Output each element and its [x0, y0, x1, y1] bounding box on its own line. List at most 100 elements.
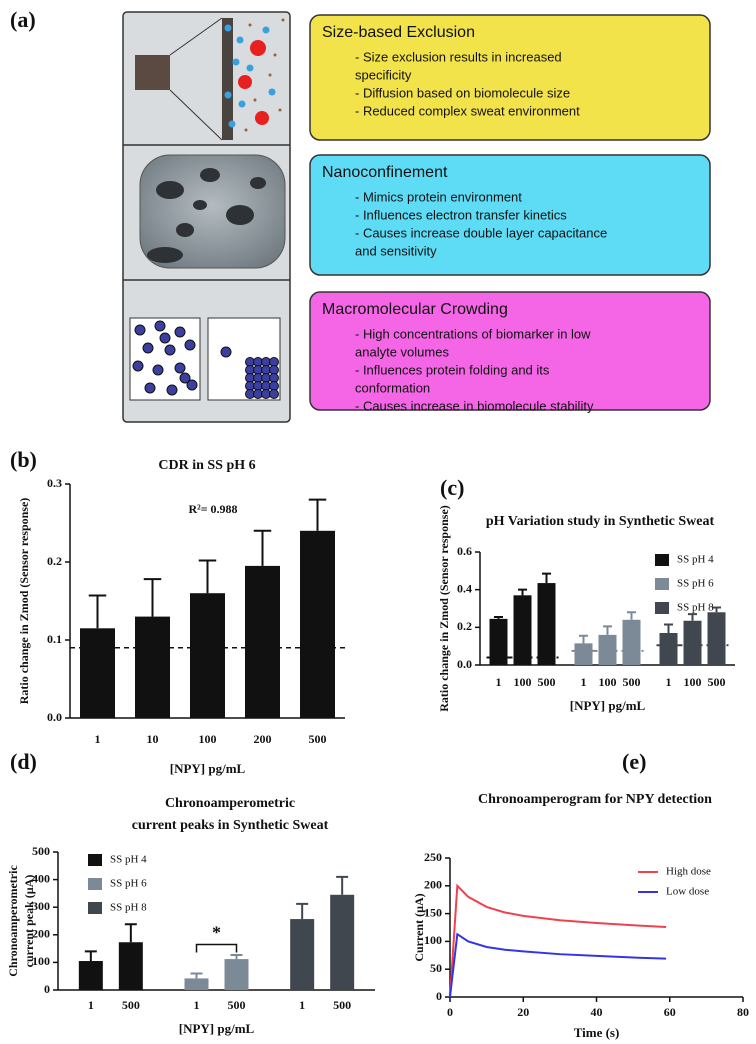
- x-tick-label: 500: [623, 675, 641, 689]
- x-tick-label: 500: [122, 998, 140, 1012]
- x-tick-label: 500: [309, 732, 327, 746]
- x-tick-label: 0: [447, 1005, 453, 1019]
- box-bullet: - Mimics protein environment: [355, 189, 522, 204]
- x-tick-label: 1: [666, 675, 672, 689]
- molecule: [179, 372, 191, 384]
- annotation: R²= 0.988: [188, 502, 237, 516]
- chart-title: pH Variation study in Synthetic Sweat: [486, 514, 715, 529]
- y-axis-label: Current (µA): [412, 893, 426, 961]
- x-tick-label: 1: [95, 732, 101, 746]
- y-tick-label: 400: [32, 871, 50, 885]
- box-title: Nanoconfinement: [322, 164, 448, 181]
- annotation: *: [212, 923, 221, 943]
- y-tick-label: 300: [32, 899, 50, 913]
- particle-small: [262, 26, 270, 34]
- box-bullet: - Diffusion based on biomolecule size: [355, 85, 570, 100]
- pore: [156, 181, 184, 199]
- x-tick-label: 500: [333, 998, 351, 1012]
- error-bar: [253, 529, 272, 566]
- bar: [537, 583, 556, 665]
- molecule: [154, 320, 166, 332]
- bar: [224, 959, 249, 990]
- bar: [513, 595, 532, 665]
- legend-label: Low dose: [666, 886, 709, 898]
- molecule: [186, 379, 198, 391]
- y-tick-label: 200: [424, 878, 442, 892]
- error-bar: [190, 972, 203, 979]
- x-tick-label: 80: [737, 1005, 749, 1019]
- legend-swatch: [655, 554, 669, 566]
- panel-label: (a): [10, 7, 36, 32]
- y-tick-label: 0.1: [47, 632, 62, 646]
- error-bar: [494, 615, 503, 619]
- chart-title: current peaks in Synthetic Sweat: [132, 818, 329, 833]
- significance-bracket: [195, 943, 238, 953]
- molecule: [132, 360, 144, 372]
- legend-label: SS pH 4: [110, 854, 147, 866]
- text-box: [309, 14, 711, 141]
- x-tick-label: 100: [599, 675, 617, 689]
- box-bullet: - Size exclusion results in increased: [355, 49, 562, 64]
- legend-swatch: [88, 902, 102, 914]
- bar: [330, 894, 355, 990]
- x-tick-label: 1: [496, 675, 502, 689]
- y-axis-label: Chronoamperometric: [6, 865, 20, 977]
- box-bullet: - Causes increase in biomolecule stabili…: [355, 398, 594, 413]
- error-bar: [296, 902, 309, 920]
- membrane-strip: [222, 18, 233, 140]
- y-tick-label: 500: [32, 844, 50, 858]
- y-axis-label: Ratio change in Zmod (Sensor response): [437, 505, 451, 712]
- error-bar: [688, 613, 697, 621]
- particle-small: [238, 100, 246, 108]
- box-bullet: and sensitivity: [355, 243, 437, 258]
- y-tick-label: 0.0: [457, 657, 472, 671]
- bar: [290, 919, 315, 990]
- x-tick-label: 100: [514, 675, 532, 689]
- x-tick-label: 10: [147, 732, 159, 746]
- box-bullet: - High concentrations of biomarker in lo…: [355, 326, 591, 341]
- particle-small: [268, 88, 276, 96]
- line-series: [449, 932, 667, 998]
- particle-large: [250, 40, 266, 56]
- y-axis-label: current peak (µA): [22, 875, 36, 968]
- y-tick-label: 150: [424, 905, 442, 919]
- y-tick-label: 0.2: [47, 554, 62, 568]
- particle-dot: [248, 23, 252, 27]
- x-tick-label: 40: [591, 1005, 603, 1019]
- legend-label: High dose: [666, 866, 711, 878]
- error-bar: [198, 559, 217, 594]
- bar: [622, 619, 641, 665]
- particle-small: [232, 58, 240, 66]
- bar: [135, 616, 170, 718]
- y-tick-label: 0: [44, 982, 50, 996]
- error-bar: [579, 634, 588, 644]
- particle-dot: [253, 98, 257, 102]
- x-tick-label: 1: [88, 998, 94, 1012]
- chart-title: Chronoamperometric: [165, 796, 295, 811]
- x-tick-label: 1: [194, 998, 200, 1012]
- y-tick-label: 0.3: [47, 476, 62, 490]
- x-axis-label: Time (s): [574, 1025, 620, 1040]
- error-bar: [230, 953, 243, 960]
- x-axis-label: [NPY] pg/mL: [170, 761, 246, 776]
- particle-small: [224, 91, 232, 99]
- y-tick-label: 200: [32, 927, 50, 941]
- x-tick-label: 500: [228, 998, 246, 1012]
- text-box: [309, 291, 711, 411]
- y-tick-label: 0: [436, 989, 442, 1003]
- x-tick-label: 100: [199, 732, 217, 746]
- x-tick-label: 200: [254, 732, 272, 746]
- bar: [574, 643, 593, 665]
- pore: [200, 168, 220, 182]
- particle-large: [238, 75, 252, 89]
- error-bar: [603, 625, 612, 635]
- x-axis-label: [NPY] pg/mL: [179, 1021, 255, 1036]
- molecule: [152, 364, 164, 376]
- bar: [707, 612, 726, 665]
- box-bullet: specificity: [355, 67, 412, 82]
- panel-label: (d): [10, 749, 37, 774]
- y-tick-label: 250: [424, 850, 442, 864]
- legend-swatch: [655, 578, 669, 590]
- molecule: [184, 339, 196, 351]
